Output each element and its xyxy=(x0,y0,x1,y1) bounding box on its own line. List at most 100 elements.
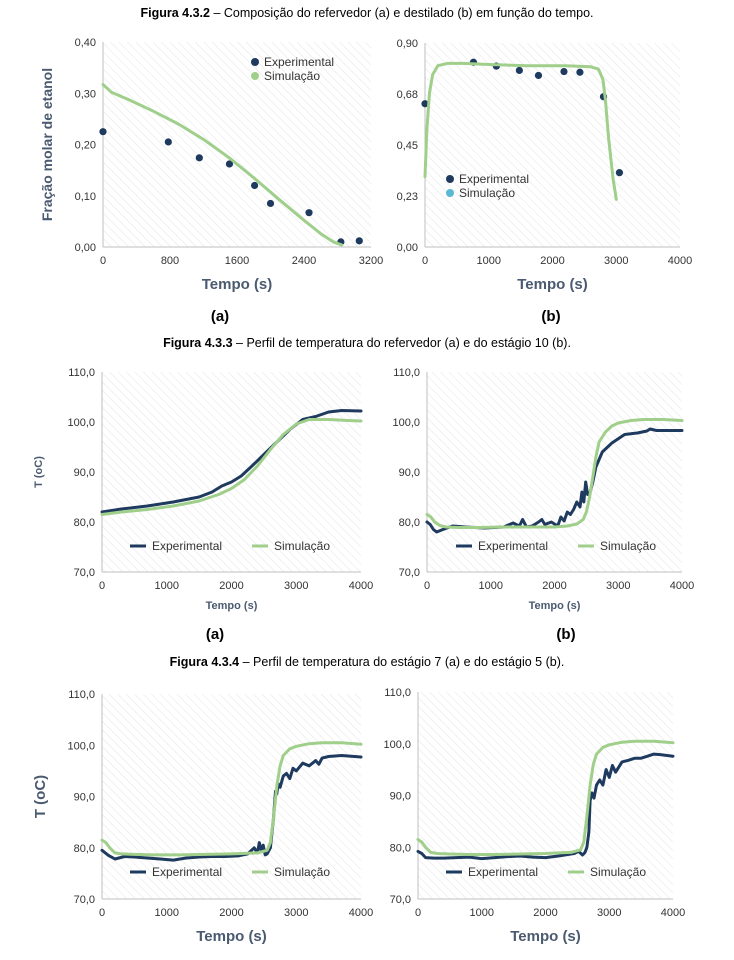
x-tick-label: 4000 xyxy=(661,907,685,919)
figure-caption-4-3-4: Figura 4.3.4 – Perfil de temperatura do … xyxy=(0,655,734,669)
x-axis-label: Tempo (s) xyxy=(196,928,267,945)
x-tick-label: 3000 xyxy=(597,907,621,919)
x-tick-label: 1000 xyxy=(479,580,503,592)
x-tick-label: 0 xyxy=(424,580,430,592)
legend-label: Experimental xyxy=(152,865,222,879)
chart-4-3-4b: 0 1000 2000 3000 4000 70,0 80,0 90,0 100,0 110,0 T… xyxy=(383,687,685,945)
x-tick-label: 1600 xyxy=(225,255,249,267)
y-tick-label: 0,40 xyxy=(75,37,96,49)
x-tick-label: 1000 xyxy=(155,580,179,592)
x-tick-label: 0 xyxy=(99,907,105,919)
x-tick-label: 0 xyxy=(415,907,421,919)
legend-label: Simulação xyxy=(600,539,656,553)
y-tick-label: 90,0 xyxy=(74,467,95,479)
plot-area xyxy=(102,694,361,899)
legend-label: Simulação xyxy=(590,865,646,879)
x-tick-label: 4000 xyxy=(670,580,694,592)
x-tick-label: 2400 xyxy=(292,255,316,267)
legend-label: Experimental xyxy=(264,55,334,69)
legend-label: Simulação xyxy=(264,69,320,83)
caption-text: – Perfil de temperatura do estágio 7 (a)… xyxy=(239,655,565,669)
legend-label: Experimental xyxy=(478,539,548,553)
y-tick-label: 90,0 xyxy=(399,467,420,479)
y-tick-label: 0,00 xyxy=(75,242,96,254)
data-point-experimental xyxy=(305,209,313,217)
y-tick-label: 0,45 xyxy=(397,140,418,152)
x-tick-label: 4000 xyxy=(349,907,373,919)
y-tick-label: 80,0 xyxy=(399,517,420,529)
series-line-simulacao xyxy=(425,418,684,529)
y-tick-label: 70,0 xyxy=(390,894,411,906)
legend-label: Simulação xyxy=(274,539,330,553)
data-point-experimental xyxy=(615,169,624,177)
data-point-experimental xyxy=(266,199,275,208)
chart-4-3-3a: 0 1000 2000 3000 4000 70,0 80,0 90,0 100,0 110,0 T… xyxy=(33,367,373,612)
x-tick-label: 0 xyxy=(99,580,105,592)
data-point-experimental xyxy=(250,181,259,190)
series-line-experimental xyxy=(100,754,363,862)
y-tick-label: 70,0 xyxy=(74,567,95,579)
panel-label-b: (b) xyxy=(541,308,561,325)
data-point-experimental xyxy=(515,66,523,75)
x-tick-label: 2000 xyxy=(542,580,566,592)
x-tick-label: 1000 xyxy=(155,907,179,919)
x-tick-label: 3000 xyxy=(284,580,308,592)
y-tick-label: 70,0 xyxy=(74,894,95,906)
legend: Experimental Simulação xyxy=(130,539,330,553)
x-tick-label: 800 xyxy=(161,255,179,267)
series-line-experimental xyxy=(100,409,363,514)
x-axis-label: Tempo (s) xyxy=(202,276,273,293)
x-tick-label: 3200 xyxy=(359,255,383,267)
panel-label-a: (a) xyxy=(210,308,230,325)
figure-caption-4-3-3: Figura 4.3.3 – Perfil de temperatura do … xyxy=(0,336,734,350)
x-tick-label: 1000 xyxy=(477,255,501,267)
legend-label: Experimental xyxy=(152,539,222,553)
x-tick-label: 2000 xyxy=(533,907,557,919)
plot-area xyxy=(427,372,682,572)
data-point-experimental xyxy=(355,237,363,245)
data-point-experimental xyxy=(534,71,543,80)
data-point-experimental xyxy=(421,100,429,108)
x-tick-label: 3000 xyxy=(604,255,628,267)
series-line-simulacao xyxy=(100,418,363,516)
data-point-experimental xyxy=(99,128,107,136)
caption-figure-number: Figura 4.3.2 xyxy=(140,6,210,20)
chart-4-3-2b: 0 1000 2000 3000 4000 0,00 0,23 0,45 0,68 0,90 Tem… xyxy=(397,38,693,293)
series-line-simulacao xyxy=(423,61,618,201)
legend-marker xyxy=(251,58,259,66)
y-tick-label: 70,0 xyxy=(399,567,420,579)
y-tick-label: 100,0 xyxy=(67,740,95,752)
y-tick-label: 0,68 xyxy=(397,89,418,101)
caption-figure-number: Figura 4.3.3 xyxy=(163,336,233,350)
caption-text: – Composição do refervedor (a) e destila… xyxy=(209,6,594,20)
legend-marker xyxy=(446,175,454,183)
y-tick-label: 0,10 xyxy=(75,191,96,203)
y-tick-label: 0,23 xyxy=(397,191,418,203)
x-axis-label: Tempo (s) xyxy=(206,600,258,612)
x-tick-label: 3000 xyxy=(284,907,308,919)
caption-figure-number: Figura 4.3.4 xyxy=(169,655,240,669)
legend-marker xyxy=(446,189,454,197)
y-tick-label: 100,0 xyxy=(67,417,95,429)
legend-label: Simulação xyxy=(274,865,330,879)
x-tick-label: 3000 xyxy=(606,580,630,592)
data-point-experimental xyxy=(576,68,584,76)
legend-label: Simulação xyxy=(459,186,515,200)
y-tick-label: 80,0 xyxy=(390,842,411,854)
y-tick-label: 80,0 xyxy=(74,843,95,855)
y-tick-label: 100,0 xyxy=(392,417,420,429)
series-line-experimental xyxy=(416,752,675,861)
y-tick-label: 80,0 xyxy=(74,517,95,529)
series-line-simulacao xyxy=(416,739,675,856)
x-axis-label: Tempo (s) xyxy=(529,600,581,612)
y-tick-label: 110,0 xyxy=(68,367,95,379)
y-axis-label: Fração molar de etanol xyxy=(39,68,55,221)
x-tick-label: 2000 xyxy=(219,580,243,592)
y-axis-label: T (oC) xyxy=(33,456,45,488)
x-tick-label: 4000 xyxy=(668,255,692,267)
y-tick-label: 110,0 xyxy=(393,367,420,379)
y-tick-label: 0,00 xyxy=(397,242,418,254)
